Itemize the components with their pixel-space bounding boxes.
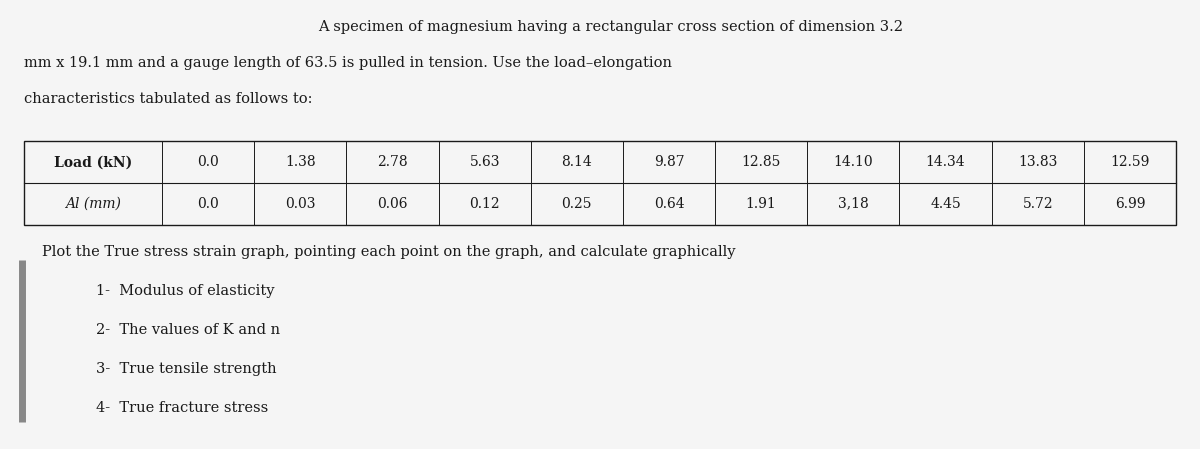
Text: 1.91: 1.91 <box>746 197 776 211</box>
Text: 3,18: 3,18 <box>838 197 869 211</box>
Text: 14.10: 14.10 <box>834 155 874 169</box>
Text: Plot the True stress strain graph, pointing each point on the graph, and calcula: Plot the True stress strain graph, point… <box>42 245 736 259</box>
Text: 0.03: 0.03 <box>286 197 316 211</box>
Text: 0.06: 0.06 <box>377 197 408 211</box>
Text: 3-  True tensile strength: 3- True tensile strength <box>96 362 277 376</box>
Text: Load (kN): Load (kN) <box>54 155 132 169</box>
Text: A specimen of magnesium having a rectangular cross section of dimension 3.2: A specimen of magnesium having a rectang… <box>318 20 904 34</box>
Text: 14.34: 14.34 <box>925 155 965 169</box>
Text: 9.87: 9.87 <box>654 155 684 169</box>
Text: 0.0: 0.0 <box>197 197 218 211</box>
Text: characteristics tabulated as follows to:: characteristics tabulated as follows to: <box>24 92 312 106</box>
Text: 6.99: 6.99 <box>1115 197 1145 211</box>
Text: 12.85: 12.85 <box>742 155 781 169</box>
Text: 0.64: 0.64 <box>654 197 684 211</box>
Text: 1-  Modulus of elasticity: 1- Modulus of elasticity <box>96 284 275 298</box>
Text: 4.45: 4.45 <box>930 197 961 211</box>
Text: 1.38: 1.38 <box>284 155 316 169</box>
Text: 5.72: 5.72 <box>1022 197 1054 211</box>
Text: 2.78: 2.78 <box>377 155 408 169</box>
Text: 0.0: 0.0 <box>197 155 218 169</box>
Text: 12.59: 12.59 <box>1110 155 1150 169</box>
Text: Al (mm): Al (mm) <box>65 197 121 211</box>
Text: 0.25: 0.25 <box>562 197 592 211</box>
Text: 8.14: 8.14 <box>562 155 592 169</box>
Bar <box>24 141 1176 224</box>
Text: 4-  True fracture stress: 4- True fracture stress <box>96 401 269 415</box>
Text: 13.83: 13.83 <box>1018 155 1057 169</box>
Text: 2-  The values of K and n: 2- The values of K and n <box>96 323 280 337</box>
Text: mm x 19.1 mm and a gauge length of 63.5 is pulled in tension. Use the load–elong: mm x 19.1 mm and a gauge length of 63.5 … <box>24 56 672 70</box>
Text: 5.63: 5.63 <box>469 155 500 169</box>
Text: 0.12: 0.12 <box>469 197 500 211</box>
